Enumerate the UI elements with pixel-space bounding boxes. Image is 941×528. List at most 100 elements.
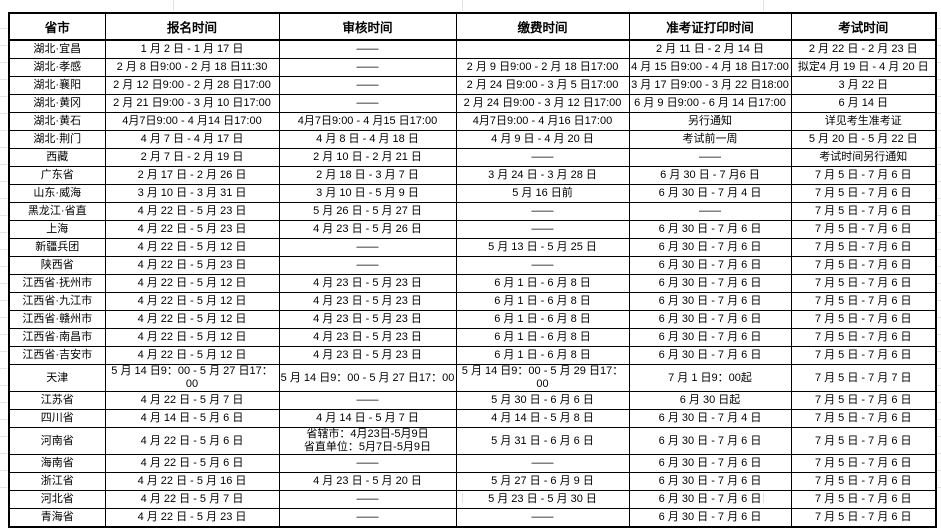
- cell-pay[interactable]: 6 月 1 日 - 6 月 8 日: [455, 310, 630, 329]
- cell-apply[interactable]: 4 月 22 日 - 5 月 23 日: [104, 220, 280, 239]
- cell-region[interactable]: 湖北·荆门: [8, 130, 106, 149]
- cell-apply[interactable]: 4 月 22 日 - 5 月 7 日: [104, 490, 280, 509]
- cell-review[interactable]: ——: [278, 238, 457, 257]
- cell-apply[interactable]: 4 月 22 日 - 5 月 12 日: [104, 328, 280, 347]
- cell-print[interactable]: 6 月 30 日 - 7 月 6 日: [628, 454, 792, 473]
- cell-pay[interactable]: 4月7日9:00 - 4 月16 日17:00: [455, 112, 630, 131]
- cell-apply[interactable]: 4 月 22 日 - 5 月 23 日: [104, 202, 280, 221]
- cell-print[interactable]: 3 月 17 日9:00 - 3 月 22 日18:00: [628, 76, 792, 95]
- cell-exam[interactable]: 7 月 5 日 - 7 月 6 日: [790, 346, 937, 365]
- cell-apply[interactable]: 3 月 10 日 - 3 月 31 日: [104, 184, 280, 203]
- cell-pay[interactable]: ——: [455, 202, 630, 221]
- cell-exam[interactable]: 5 月 20 日 - 5 月 22 日: [790, 130, 937, 149]
- cell-print[interactable]: 6 月 30 日 - 7 月 6 日: [628, 508, 792, 528]
- cell-region[interactable]: 黑龙江·省直: [8, 202, 106, 221]
- cell-pay[interactable]: 4 月 9 日 - 4 月 20 日: [455, 130, 630, 149]
- cell-exam[interactable]: 7 月 5 日 - 7 月 6 日: [790, 184, 937, 203]
- cell-print[interactable]: 2 月 11 日 - 2 月 14 日: [628, 39, 792, 59]
- cell-exam[interactable]: 7 月 5 日 - 7 月 6 日: [790, 166, 937, 185]
- cell-pay[interactable]: 6 月 1 日 - 6 月 8 日: [455, 274, 630, 293]
- cell-apply[interactable]: 4 月 22 日 - 5 月 12 日: [104, 274, 280, 293]
- cell-exam[interactable]: 7 月 5 日 - 7 月 6 日: [790, 472, 937, 491]
- cell-exam[interactable]: 7 月 5 日 - 7 月 6 日: [790, 409, 937, 428]
- cell-print[interactable]: 6 月 30 日 - 7 月 6 日: [628, 427, 792, 455]
- cell-region[interactable]: 天津: [8, 364, 106, 392]
- cell-region[interactable]: 湖北·宜昌: [8, 39, 106, 59]
- cell-review[interactable]: ——: [278, 58, 457, 77]
- cell-region[interactable]: 湖北·孝感: [8, 58, 106, 77]
- cell-review[interactable]: 2 月 10 日 - 2 月 21 日: [278, 148, 457, 167]
- column-header-region[interactable]: 省市: [8, 12, 106, 41]
- cell-exam[interactable]: 2 月 22 日 - 2 月 23 日: [790, 39, 937, 59]
- cell-pay[interactable]: 5 月 30 日 - 6 月 6 日: [455, 391, 630, 410]
- cell-review[interactable]: 4 月 23 日 - 5 月 23 日: [278, 292, 457, 311]
- cell-review[interactable]: 4 月 8 日 - 4 月 18 日: [278, 130, 457, 149]
- cell-apply[interactable]: 4 月 22 日 - 5 月 23 日: [104, 508, 280, 528]
- cell-print[interactable]: 6 月 30 日 - 7 月 6 日: [628, 472, 792, 491]
- cell-pay[interactable]: 5 月 14 日9：00 - 5 月 29 日17：00: [455, 364, 630, 392]
- cell-pay[interactable]: [455, 39, 630, 59]
- cell-pay[interactable]: 5 月 16 日前: [455, 184, 630, 203]
- cell-print[interactable]: 6 月 30 日 - 7 月 6 日: [628, 292, 792, 311]
- cell-region[interactable]: 江西省·吉安市: [8, 346, 106, 365]
- cell-apply[interactable]: 2 月 17 日 - 2 月 26 日: [104, 166, 280, 185]
- cell-region[interactable]: 四川省: [8, 409, 106, 428]
- cell-exam[interactable]: 7 月 5 日 - 7 月 6 日: [790, 202, 937, 221]
- cell-apply[interactable]: 2 月 21 日9:00 - 3 月 10 日17:00: [104, 94, 280, 113]
- cell-exam[interactable]: 7 月 5 日 - 7 月 6 日: [790, 454, 937, 473]
- cell-pay[interactable]: ——: [455, 454, 630, 473]
- cell-exam[interactable]: 7 月 5 日 - 7 月 6 日: [790, 508, 937, 528]
- cell-pay[interactable]: ——: [455, 256, 630, 275]
- cell-apply[interactable]: 4 月 14 日 - 5 月 6 日: [104, 409, 280, 428]
- cell-print[interactable]: ——: [628, 148, 792, 167]
- cell-exam[interactable]: 7 月 5 日 - 7 月 6 日: [790, 427, 937, 455]
- cell-apply[interactable]: 4 月 22 日 - 5 月 6 日: [104, 454, 280, 473]
- cell-print[interactable]: 7 月 1 日9：00起: [628, 364, 792, 392]
- cell-print[interactable]: 6 月 30 日 - 7 月 6 日: [628, 274, 792, 293]
- cell-region[interactable]: 山东·威海: [8, 184, 106, 203]
- cell-exam[interactable]: 7 月 5 日 - 7 月 6 日: [790, 220, 937, 239]
- cell-print[interactable]: 6 月 9 日9:00 - 6 月 14 日17:00: [628, 94, 792, 113]
- cell-exam[interactable]: 7 月 5 日 - 7 月 6 日: [790, 310, 937, 329]
- cell-print[interactable]: 6 月 30 日 - 7 月 6 日: [628, 310, 792, 329]
- cell-print[interactable]: 6 月 30 日 - 7 月 6 日: [628, 220, 792, 239]
- cell-region[interactable]: 江苏省: [8, 391, 106, 410]
- column-header-exam-time[interactable]: 考试时间: [790, 12, 937, 41]
- cell-region[interactable]: 西藏: [8, 148, 106, 167]
- cell-pay[interactable]: 6 月 1 日 - 6 月 8 日: [455, 328, 630, 347]
- cell-review[interactable]: 3 月 10 日 - 5 月 9 日: [278, 184, 457, 203]
- cell-print[interactable]: ——: [628, 202, 792, 221]
- cell-apply[interactable]: 2 月 7 日 - 2 月 19 日: [104, 148, 280, 167]
- cell-pay[interactable]: ——: [455, 148, 630, 167]
- column-header-print-time[interactable]: 准考证打印时间: [628, 12, 792, 41]
- cell-apply[interactable]: 4 月 22 日 - 5 月 23 日: [104, 256, 280, 275]
- cell-review[interactable]: 5 月 14 日9：00 - 5 月 27 日17：00: [278, 364, 457, 392]
- cell-region[interactable]: 湖北·襄阳: [8, 76, 106, 95]
- cell-exam[interactable]: 详见考生准考证: [790, 112, 937, 131]
- cell-review[interactable]: 2 月 18 日 - 3 月 7 日: [278, 166, 457, 185]
- cell-exam[interactable]: 考试时间另行通知: [790, 148, 937, 167]
- cell-exam[interactable]: 3 月 22 日: [790, 76, 937, 95]
- cell-apply[interactable]: 4 月 22 日 - 5 月 12 日: [104, 292, 280, 311]
- cell-region[interactable]: 湖北·黄冈: [8, 94, 106, 113]
- cell-apply[interactable]: 1 月 2 日 - 1 月 17 日: [104, 39, 280, 59]
- cell-region[interactable]: 上海: [8, 220, 106, 239]
- cell-review[interactable]: ——: [278, 76, 457, 95]
- cell-print[interactable]: 6 月 30 日起: [628, 391, 792, 410]
- cell-pay[interactable]: 5 月 23 日 - 5 月 30 日: [455, 490, 630, 509]
- cell-region[interactable]: 浙江省: [8, 472, 106, 491]
- column-header-pay-time[interactable]: 缴费时间: [455, 12, 630, 41]
- cell-review[interactable]: ——: [278, 256, 457, 275]
- cell-exam[interactable]: 7 月 5 日 - 7 月 6 日: [790, 274, 937, 293]
- cell-region[interactable]: 江西省·九江市: [8, 292, 106, 311]
- cell-print[interactable]: 另行通知: [628, 112, 792, 131]
- cell-print[interactable]: 6 月 30 日 - 7 月 6 日: [628, 256, 792, 275]
- cell-print[interactable]: 4 月 15 日9:00 - 4 月 18 日17:00: [628, 58, 792, 77]
- cell-print[interactable]: 6 月 30 日 - 7 月 6 日: [628, 346, 792, 365]
- cell-region[interactable]: 青海省: [8, 508, 106, 528]
- cell-region[interactable]: 陕西省: [8, 256, 106, 275]
- cell-review[interactable]: 4 月 23 日 - 5 月 23 日: [278, 346, 457, 365]
- cell-pay[interactable]: 6 月 1 日 - 6 月 8 日: [455, 346, 630, 365]
- cell-region[interactable]: 湖北·黄石: [8, 112, 106, 131]
- cell-review[interactable]: 省辖市：4月23日-5月9日 省直单位：5月7日-5月9日: [278, 427, 457, 455]
